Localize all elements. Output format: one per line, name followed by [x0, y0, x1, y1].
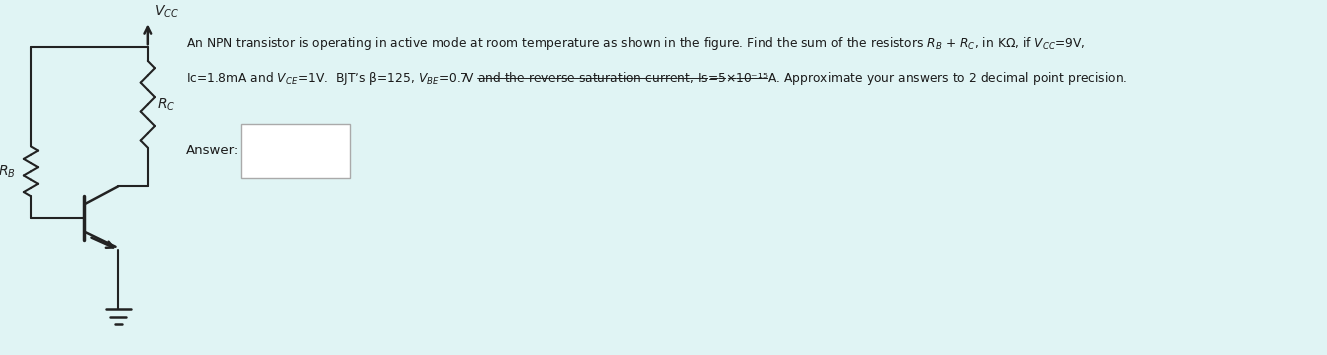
- Text: $V_{CC}$: $V_{CC}$: [154, 4, 179, 20]
- FancyBboxPatch shape: [242, 124, 350, 178]
- Text: Answer:: Answer:: [186, 144, 239, 158]
- Text: $R_C$: $R_C$: [158, 96, 175, 113]
- Text: An NPN transistor is operating in active mode at room temperature as shown in th: An NPN transistor is operating in active…: [186, 35, 1085, 52]
- Text: $R_B$: $R_B$: [0, 163, 16, 180]
- Text: Ic=1.8mA and $V_{CE}$=1V.  BJT’s β=125, $V_{BE}$=0.7V a̶n̶d̶ ̶t̶h̶e̶ ̶r̶e̶v̶e̶r̶: Ic=1.8mA and $V_{CE}$=1V. BJT’s β=125, $…: [186, 70, 1127, 87]
